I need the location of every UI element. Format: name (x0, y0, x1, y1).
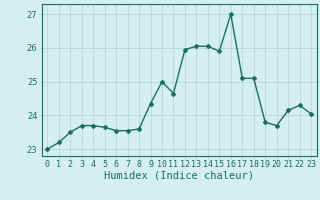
X-axis label: Humidex (Indice chaleur): Humidex (Indice chaleur) (104, 171, 254, 181)
